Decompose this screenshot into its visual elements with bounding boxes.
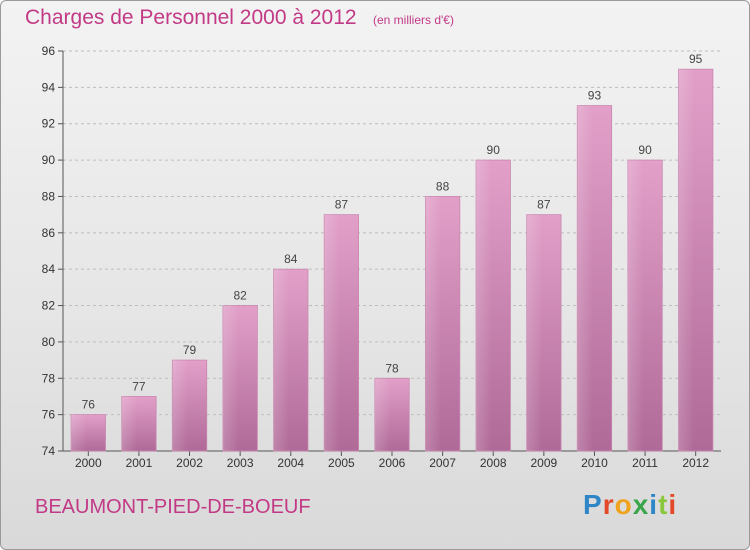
y-tick-label: 90 (42, 153, 56, 167)
y-tick-label: 88 (42, 189, 56, 203)
logo-letter: P (583, 489, 603, 520)
data-label: 77 (132, 379, 146, 393)
y-tick-label: 82 (42, 299, 56, 313)
x-tick-label: 2007 (429, 456, 456, 470)
bar-highlight (678, 69, 694, 451)
bar-highlight (374, 378, 391, 451)
x-tick-label: 2009 (530, 456, 557, 470)
bar-highlight (71, 414, 87, 451)
bar-highlight (273, 269, 290, 451)
logo-letter: i (668, 489, 678, 520)
x-tick-label: 2001 (126, 456, 153, 470)
bar-highlight (476, 160, 492, 451)
bar-highlight (172, 360, 188, 451)
x-tick-label: 2008 (480, 456, 507, 470)
x-tick-label: 2010 (581, 456, 608, 470)
bar-highlight (526, 214, 543, 451)
bar-highlight (627, 160, 644, 451)
data-label: 87 (335, 198, 349, 212)
chart-subtitle: (en milliers d'€) (373, 13, 454, 27)
x-tick-label: 2000 (75, 456, 102, 470)
x-tick-label: 2002 (176, 456, 203, 470)
y-tick-label: 80 (42, 335, 56, 349)
data-label: 90 (487, 143, 501, 157)
x-tick-label: 2012 (682, 456, 709, 470)
bars (70, 68, 714, 452)
x-tick-label: 2005 (328, 456, 355, 470)
data-label: 84 (284, 252, 298, 266)
data-label: 82 (233, 289, 247, 303)
data-label: 79 (183, 343, 197, 357)
data-label: 95 (689, 52, 703, 66)
x-tick-label: 2006 (379, 456, 406, 470)
x-tick-label: 2004 (277, 456, 304, 470)
bar-highlight (425, 196, 441, 451)
y-tick-label: 92 (42, 117, 56, 131)
commune-name: BEAUMONT-PIED-DE-BOEUF (35, 496, 311, 518)
y-tick-label: 76 (42, 408, 56, 422)
y-tick-label: 84 (42, 262, 56, 276)
data-label: 78 (385, 361, 399, 375)
y-tick-label: 96 (42, 44, 56, 58)
bar-highlight (577, 105, 593, 451)
bar-highlight (121, 396, 138, 451)
logo-letter: t (658, 489, 669, 520)
logo-letter: r (602, 489, 615, 520)
y-tick-label: 78 (42, 371, 56, 385)
y-tick-label: 94 (42, 80, 56, 94)
data-label: 88 (436, 179, 450, 193)
y-tick-label: 74 (42, 444, 56, 458)
data-label: 93 (588, 89, 602, 103)
logo-letter: o (614, 489, 633, 520)
logo-letter: i (649, 489, 659, 520)
data-label: 90 (638, 143, 652, 157)
data-label: 87 (537, 198, 551, 212)
bar-highlight (222, 305, 239, 451)
labels: 74 76 78 80 82 84 86 88 90 92 94 96 76 2000 77 2001 79 20… (42, 44, 710, 470)
chart-title: Charges de Personnel 2000 à 2012 (25, 6, 357, 29)
y-tick-label: 86 (42, 226, 56, 240)
x-tick-label: 2011 (632, 456, 658, 470)
proxiti-logo[interactable]: Proxiti (583, 489, 677, 521)
x-tick-label: 2003 (227, 456, 254, 470)
data-label: 76 (82, 398, 96, 412)
logo-letter: x (632, 489, 650, 520)
bar-highlight (324, 214, 340, 451)
